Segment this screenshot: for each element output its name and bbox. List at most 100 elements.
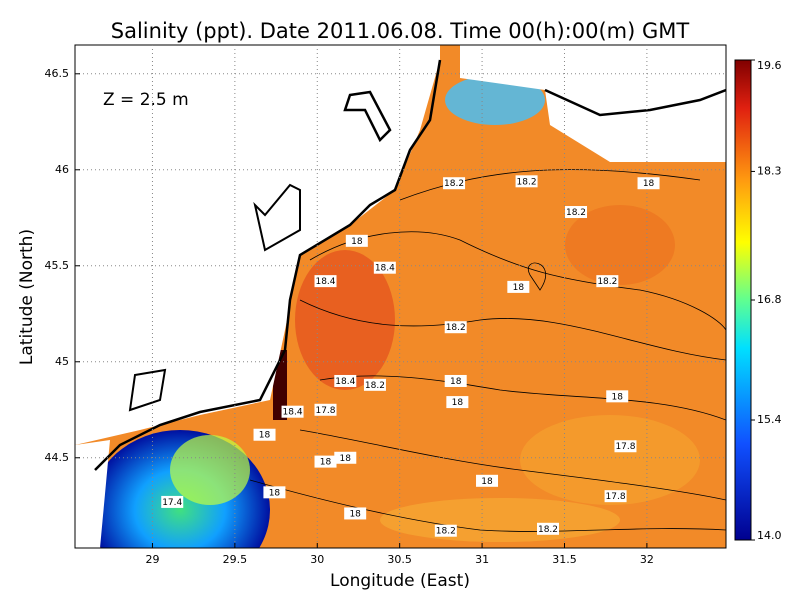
chart-title: Salinity (ppt). Date 2011.06.08. Time 00… xyxy=(111,19,690,43)
colorbar-tick-label: 19.6 xyxy=(757,59,782,72)
coastline xyxy=(544,88,726,117)
low-salinity-zone xyxy=(445,75,545,125)
contour-label-text: 18 xyxy=(643,179,655,189)
contour-label-text: 18.2 xyxy=(538,525,558,535)
contour-label-text: 17.8 xyxy=(315,406,335,416)
contour-line xyxy=(309,231,726,331)
contour-label-box xyxy=(637,177,660,190)
land xyxy=(75,45,440,445)
contour-label-text: 18 xyxy=(269,488,281,498)
y-axis-label: Latitude (North) xyxy=(17,229,37,365)
contour-label-text: 18.2 xyxy=(517,177,537,187)
contour-label-box xyxy=(444,374,467,387)
contour-label: 18.2 xyxy=(434,524,457,537)
contour-label-box xyxy=(444,321,467,334)
contour-label: 17.8 xyxy=(614,440,637,453)
contour-label-box xyxy=(334,374,357,387)
no-data xyxy=(75,440,110,548)
contour-label-box xyxy=(443,177,466,190)
coastline xyxy=(94,59,442,471)
contour-line xyxy=(299,429,726,501)
x-tick-label: 31.5 xyxy=(552,553,577,566)
contour-label-text: 18 xyxy=(340,454,352,464)
contours xyxy=(249,169,726,532)
x-tick-label: 29 xyxy=(145,553,159,566)
contour-label-text: 18.2 xyxy=(566,208,586,218)
lake xyxy=(253,183,301,252)
contour-label-text: 18.2 xyxy=(597,277,617,287)
annotation: Z = 2.5 m xyxy=(103,90,189,110)
contour-label: 18.2 xyxy=(363,378,386,391)
contour-label-box xyxy=(476,474,499,487)
contour-label-text: 18.4 xyxy=(335,377,355,387)
contour-label: 18.4 xyxy=(281,405,304,418)
contour-label-box xyxy=(614,440,637,453)
contour-label-box xyxy=(334,451,357,464)
contour-label-text: 18 xyxy=(481,477,493,487)
contour-label-text: 18.2 xyxy=(444,179,464,189)
contour-label-text: 18.4 xyxy=(375,264,395,274)
contour-label: 18.2 xyxy=(444,321,467,334)
field-patch xyxy=(520,415,700,505)
contour-label-text: 17.4 xyxy=(162,498,182,508)
contour-line xyxy=(527,262,547,291)
contour-label-box xyxy=(345,234,368,247)
contour-label: 18.2 xyxy=(596,275,619,288)
y-tick-label: 45.5 xyxy=(45,259,70,272)
contour-label-box xyxy=(281,405,304,418)
contour-label-text: 18 xyxy=(259,431,271,441)
contour-label-text: 17.8 xyxy=(606,492,626,502)
low-salinity-zone xyxy=(170,435,250,505)
contour-label-box xyxy=(363,378,386,391)
contour-label-text: 18 xyxy=(452,398,464,408)
colorbar-tick-label: 18.3 xyxy=(757,164,782,177)
plot-frame xyxy=(74,44,727,549)
colorbar-tick-label: 15.4 xyxy=(757,413,782,426)
contour-label-box xyxy=(253,428,276,441)
contour-label-box xyxy=(373,261,396,274)
colorbar-tick-label: 16.8 xyxy=(757,293,782,306)
y-tick-label: 45 xyxy=(55,355,69,368)
x-axis-label: Longitude (East) xyxy=(330,571,470,591)
contour-label-box xyxy=(161,495,184,508)
contour-label-box xyxy=(604,490,627,503)
x-tick-label: 30.5 xyxy=(387,553,412,566)
contour-label-box xyxy=(263,486,286,499)
contour-label: 18.2 xyxy=(515,175,538,188)
contour-label: 18.2 xyxy=(443,177,466,190)
contour-label: 18.4 xyxy=(373,261,396,274)
contour-label: 18 xyxy=(334,451,357,464)
contour-label-text: 18 xyxy=(611,392,623,402)
contour-label-box xyxy=(515,175,538,188)
contour-label: 17.8 xyxy=(314,403,337,416)
contour-label-box xyxy=(537,522,560,535)
contour-label: 18 xyxy=(344,507,367,520)
contour-label-box xyxy=(596,275,619,288)
contour-label-box xyxy=(344,507,367,520)
lake xyxy=(128,368,167,412)
contour-label: 18 xyxy=(476,474,499,487)
contour-label: 18.2 xyxy=(565,206,588,219)
contour-label: 18 xyxy=(314,455,337,468)
contour-label-text: 18.4 xyxy=(315,277,335,287)
x-tick-label: 31 xyxy=(475,553,489,566)
contour-label: 18 xyxy=(507,280,530,293)
field-patch xyxy=(565,205,675,285)
coastline xyxy=(343,90,392,143)
contour-label: 18 xyxy=(345,234,368,247)
contour-label-box xyxy=(446,396,469,409)
colorbar-tick-label: 14.0 xyxy=(757,529,782,542)
x-tick-label: 32 xyxy=(640,553,654,566)
contour-label: 18 xyxy=(263,486,286,499)
contour-label: 17.8 xyxy=(604,490,627,503)
contour-label-box xyxy=(434,524,457,537)
contour-label-box xyxy=(314,275,337,288)
contour-label-box xyxy=(314,403,337,416)
contour-line xyxy=(299,299,726,361)
contour-label-box xyxy=(507,280,530,293)
contour-label-box xyxy=(565,206,588,219)
contour-label: 18.2 xyxy=(537,522,560,535)
contour-label-text: 18.2 xyxy=(365,381,385,391)
contour-label: 18.4 xyxy=(334,374,357,387)
contour-label-text: 18 xyxy=(450,377,462,387)
